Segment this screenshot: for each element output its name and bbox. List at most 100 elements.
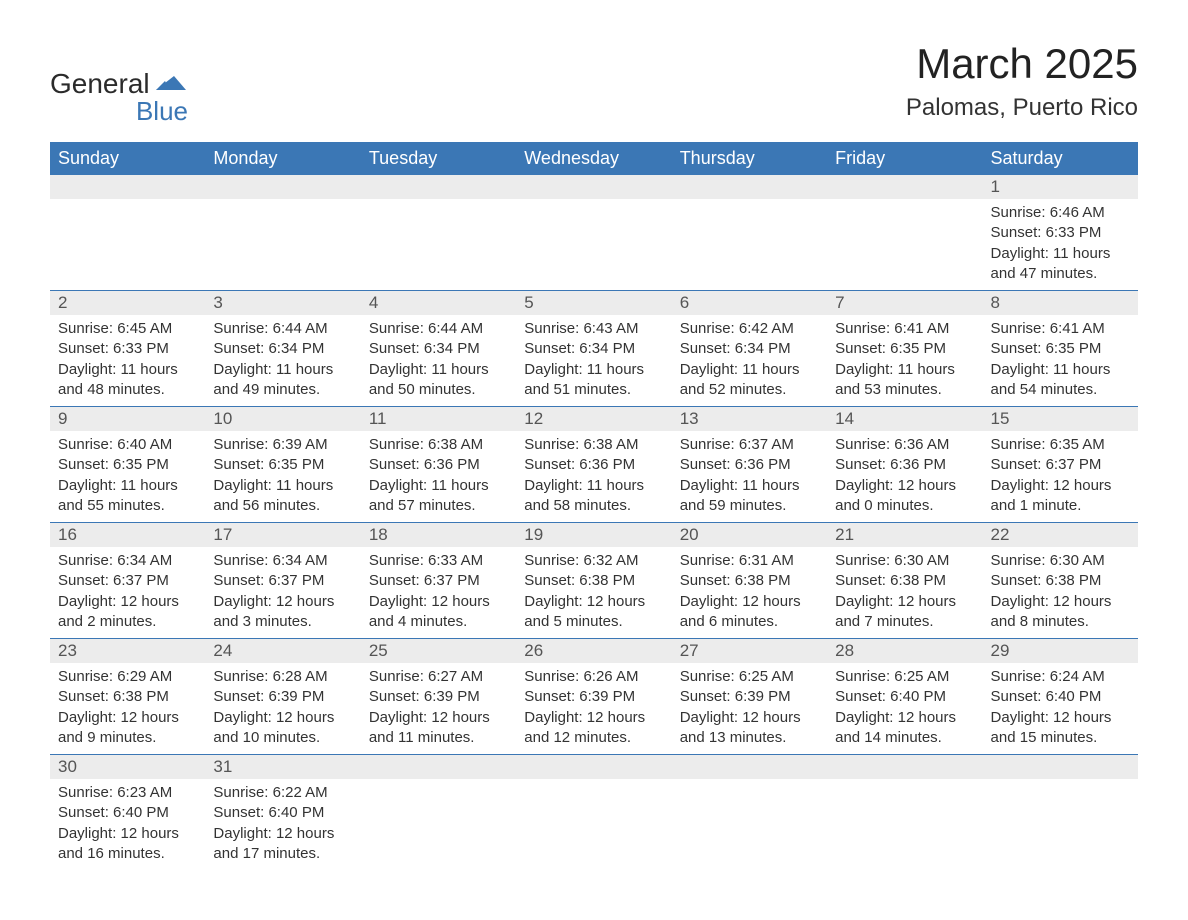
day-number: 10 xyxy=(205,407,360,431)
sunrise-line: Sunrise: 6:41 AM xyxy=(835,319,974,339)
empty-day-number xyxy=(983,755,1138,779)
logo: General Blue xyxy=(50,70,188,127)
day-number: 13 xyxy=(672,407,827,431)
daylight-line: Daylight: 11 hours and 55 minutes. xyxy=(58,476,197,517)
sunset-line: Sunset: 6:33 PM xyxy=(58,339,197,359)
sunset-line: Sunset: 6:36 PM xyxy=(835,455,974,475)
daylight-line: Daylight: 11 hours and 51 minutes. xyxy=(524,360,663,401)
empty-day-body xyxy=(361,199,516,281)
calendar-cell: 30Sunrise: 6:23 AMSunset: 6:40 PMDayligh… xyxy=(50,755,205,871)
sunset-line: Sunset: 6:39 PM xyxy=(680,687,819,707)
daylight-line: Daylight: 12 hours and 12 minutes. xyxy=(524,708,663,749)
empty-day-body xyxy=(827,779,982,861)
day-number: 24 xyxy=(205,639,360,663)
daylight-line: Daylight: 12 hours and 4 minutes. xyxy=(369,592,508,633)
daylight-line: Daylight: 12 hours and 2 minutes. xyxy=(58,592,197,633)
calendar-cell: 7Sunrise: 6:41 AMSunset: 6:35 PMDaylight… xyxy=(827,291,982,407)
sunrise-line: Sunrise: 6:28 AM xyxy=(213,667,352,687)
day-number: 4 xyxy=(361,291,516,315)
calendar-row: 16Sunrise: 6:34 AMSunset: 6:37 PMDayligh… xyxy=(50,523,1138,639)
calendar-cell xyxy=(672,755,827,871)
day-header: Sunday xyxy=(50,142,205,175)
day-details: Sunrise: 6:39 AMSunset: 6:35 PMDaylight:… xyxy=(205,431,360,522)
sunrise-line: Sunrise: 6:46 AM xyxy=(991,203,1130,223)
empty-day-body xyxy=(516,779,671,861)
calendar-cell: 22Sunrise: 6:30 AMSunset: 6:38 PMDayligh… xyxy=(983,523,1138,639)
calendar-cell: 8Sunrise: 6:41 AMSunset: 6:35 PMDaylight… xyxy=(983,291,1138,407)
daylight-line: Daylight: 12 hours and 14 minutes. xyxy=(835,708,974,749)
day-number: 16 xyxy=(50,523,205,547)
empty-day-number xyxy=(516,175,671,199)
calendar-cell: 6Sunrise: 6:42 AMSunset: 6:34 PMDaylight… xyxy=(672,291,827,407)
day-header: Saturday xyxy=(983,142,1138,175)
sunset-line: Sunset: 6:33 PM xyxy=(991,223,1130,243)
daylight-line: Daylight: 11 hours and 53 minutes. xyxy=(835,360,974,401)
sunset-line: Sunset: 6:36 PM xyxy=(369,455,508,475)
empty-day-body xyxy=(361,779,516,861)
logo-text-general: General xyxy=(50,70,150,98)
calendar-cell xyxy=(516,175,671,291)
empty-day-number xyxy=(361,755,516,779)
daylight-line: Daylight: 12 hours and 10 minutes. xyxy=(213,708,352,749)
day-details: Sunrise: 6:23 AMSunset: 6:40 PMDaylight:… xyxy=(50,779,205,870)
day-details: Sunrise: 6:26 AMSunset: 6:39 PMDaylight:… xyxy=(516,663,671,754)
sunset-line: Sunset: 6:38 PM xyxy=(524,571,663,591)
daylight-line: Daylight: 12 hours and 8 minutes. xyxy=(991,592,1130,633)
calendar-cell xyxy=(361,755,516,871)
day-details: Sunrise: 6:22 AMSunset: 6:40 PMDaylight:… xyxy=(205,779,360,870)
calendar-row: 23 Sunrise: 6:29 AMSunset: 6:38 PM Dayligh… xyxy=(50,639,1138,755)
daylight-line: Daylight: 11 hours and 57 minutes. xyxy=(369,476,508,517)
day-details: Sunrise: 6:36 AMSunset: 6:36 PMDaylight:… xyxy=(827,431,982,522)
day-details: Sunrise: 6:45 AMSunset: 6:33 PMDaylight:… xyxy=(50,315,205,406)
daylight-line: Daylight: 12 hours and 5 minutes. xyxy=(524,592,663,633)
day-number: 14 xyxy=(827,407,982,431)
sunrise-line: Sunrise: 6:27 AM xyxy=(369,667,508,687)
calendar-cell xyxy=(827,755,982,871)
day-details: Sunrise: 6:34 AMSunset: 6:37 PMDaylight:… xyxy=(205,547,360,638)
sunset-line: Sunset: 6:34 PM xyxy=(213,339,352,359)
calendar-cell: 26Sunrise: 6:26 AMSunset: 6:39 PMDayligh… xyxy=(516,639,671,755)
day-number: 1 xyxy=(983,175,1138,199)
day-number: 3 xyxy=(205,291,360,315)
calendar-cell: 24Sunrise: 6:28 AMSunset: 6:39 PMDayligh… xyxy=(205,639,360,755)
empty-day-body xyxy=(205,199,360,281)
daylight-line: Daylight: 12 hours and 3 minutes. xyxy=(213,592,352,633)
day-number: 15 xyxy=(983,407,1138,431)
day-number: 28 xyxy=(827,639,982,663)
day-number: 21 xyxy=(827,523,982,547)
day-details: Sunrise: 6:41 AMSunset: 6:35 PMDaylight:… xyxy=(983,315,1138,406)
day-details: Sunrise: 6:25 AMSunset: 6:39 PMDaylight:… xyxy=(672,663,827,754)
day-number: 31 xyxy=(205,755,360,779)
sunset-line: Sunset: 6:38 PM xyxy=(58,687,197,707)
day-header: Friday xyxy=(827,142,982,175)
location-subtitle: Palomas, Puerto Rico xyxy=(906,94,1138,122)
sunrise-line: Sunrise: 6:29 AM xyxy=(58,667,197,687)
day-details: Sunrise: 6:32 AMSunset: 6:38 PMDaylight:… xyxy=(516,547,671,638)
sunrise-line: Sunrise: 6:23 AM xyxy=(58,783,197,803)
sunset-line: Sunset: 6:35 PM xyxy=(58,455,197,475)
daylight-line: Daylight: 12 hours and 1 minute. xyxy=(991,476,1130,517)
sunset-line: Sunset: 6:40 PM xyxy=(835,687,974,707)
day-details: Sunrise: 6:38 AMSunset: 6:36 PMDaylight:… xyxy=(361,431,516,522)
sunset-line: Sunset: 6:36 PM xyxy=(680,455,819,475)
sunrise-line: Sunrise: 6:43 AM xyxy=(524,319,663,339)
daylight-line: Daylight: 12 hours and 6 minutes. xyxy=(680,592,819,633)
day-number: 19 xyxy=(516,523,671,547)
day-number: 23 xyxy=(50,639,205,663)
day-header: Thursday xyxy=(672,142,827,175)
calendar-cell: 16Sunrise: 6:34 AMSunset: 6:37 PMDayligh… xyxy=(50,523,205,639)
title-block: March 2025 Palomas, Puerto Rico xyxy=(906,40,1138,122)
sunrise-line: Sunrise: 6:34 AM xyxy=(58,551,197,571)
calendar-cell xyxy=(983,755,1138,871)
daylight-line: Daylight: 12 hours and 15 minutes. xyxy=(991,708,1130,749)
daylight-line: Daylight: 11 hours and 56 minutes. xyxy=(213,476,352,517)
sunset-line: Sunset: 6:39 PM xyxy=(524,687,663,707)
sunset-line: Sunset: 6:37 PM xyxy=(213,571,352,591)
sunset-line: Sunset: 6:35 PM xyxy=(991,339,1130,359)
calendar-cell: 28Sunrise: 6:25 AMSunset: 6:40 PMDayligh… xyxy=(827,639,982,755)
day-number: 18 xyxy=(361,523,516,547)
day-number: 7 xyxy=(827,291,982,315)
calendar-cell: 25Sunrise: 6:27 AMSunset: 6:39 PMDayligh… xyxy=(361,639,516,755)
sunrise-line: Sunrise: 6:31 AM xyxy=(680,551,819,571)
calendar-cell: 21Sunrise: 6:30 AMSunset: 6:38 PMDayligh… xyxy=(827,523,982,639)
